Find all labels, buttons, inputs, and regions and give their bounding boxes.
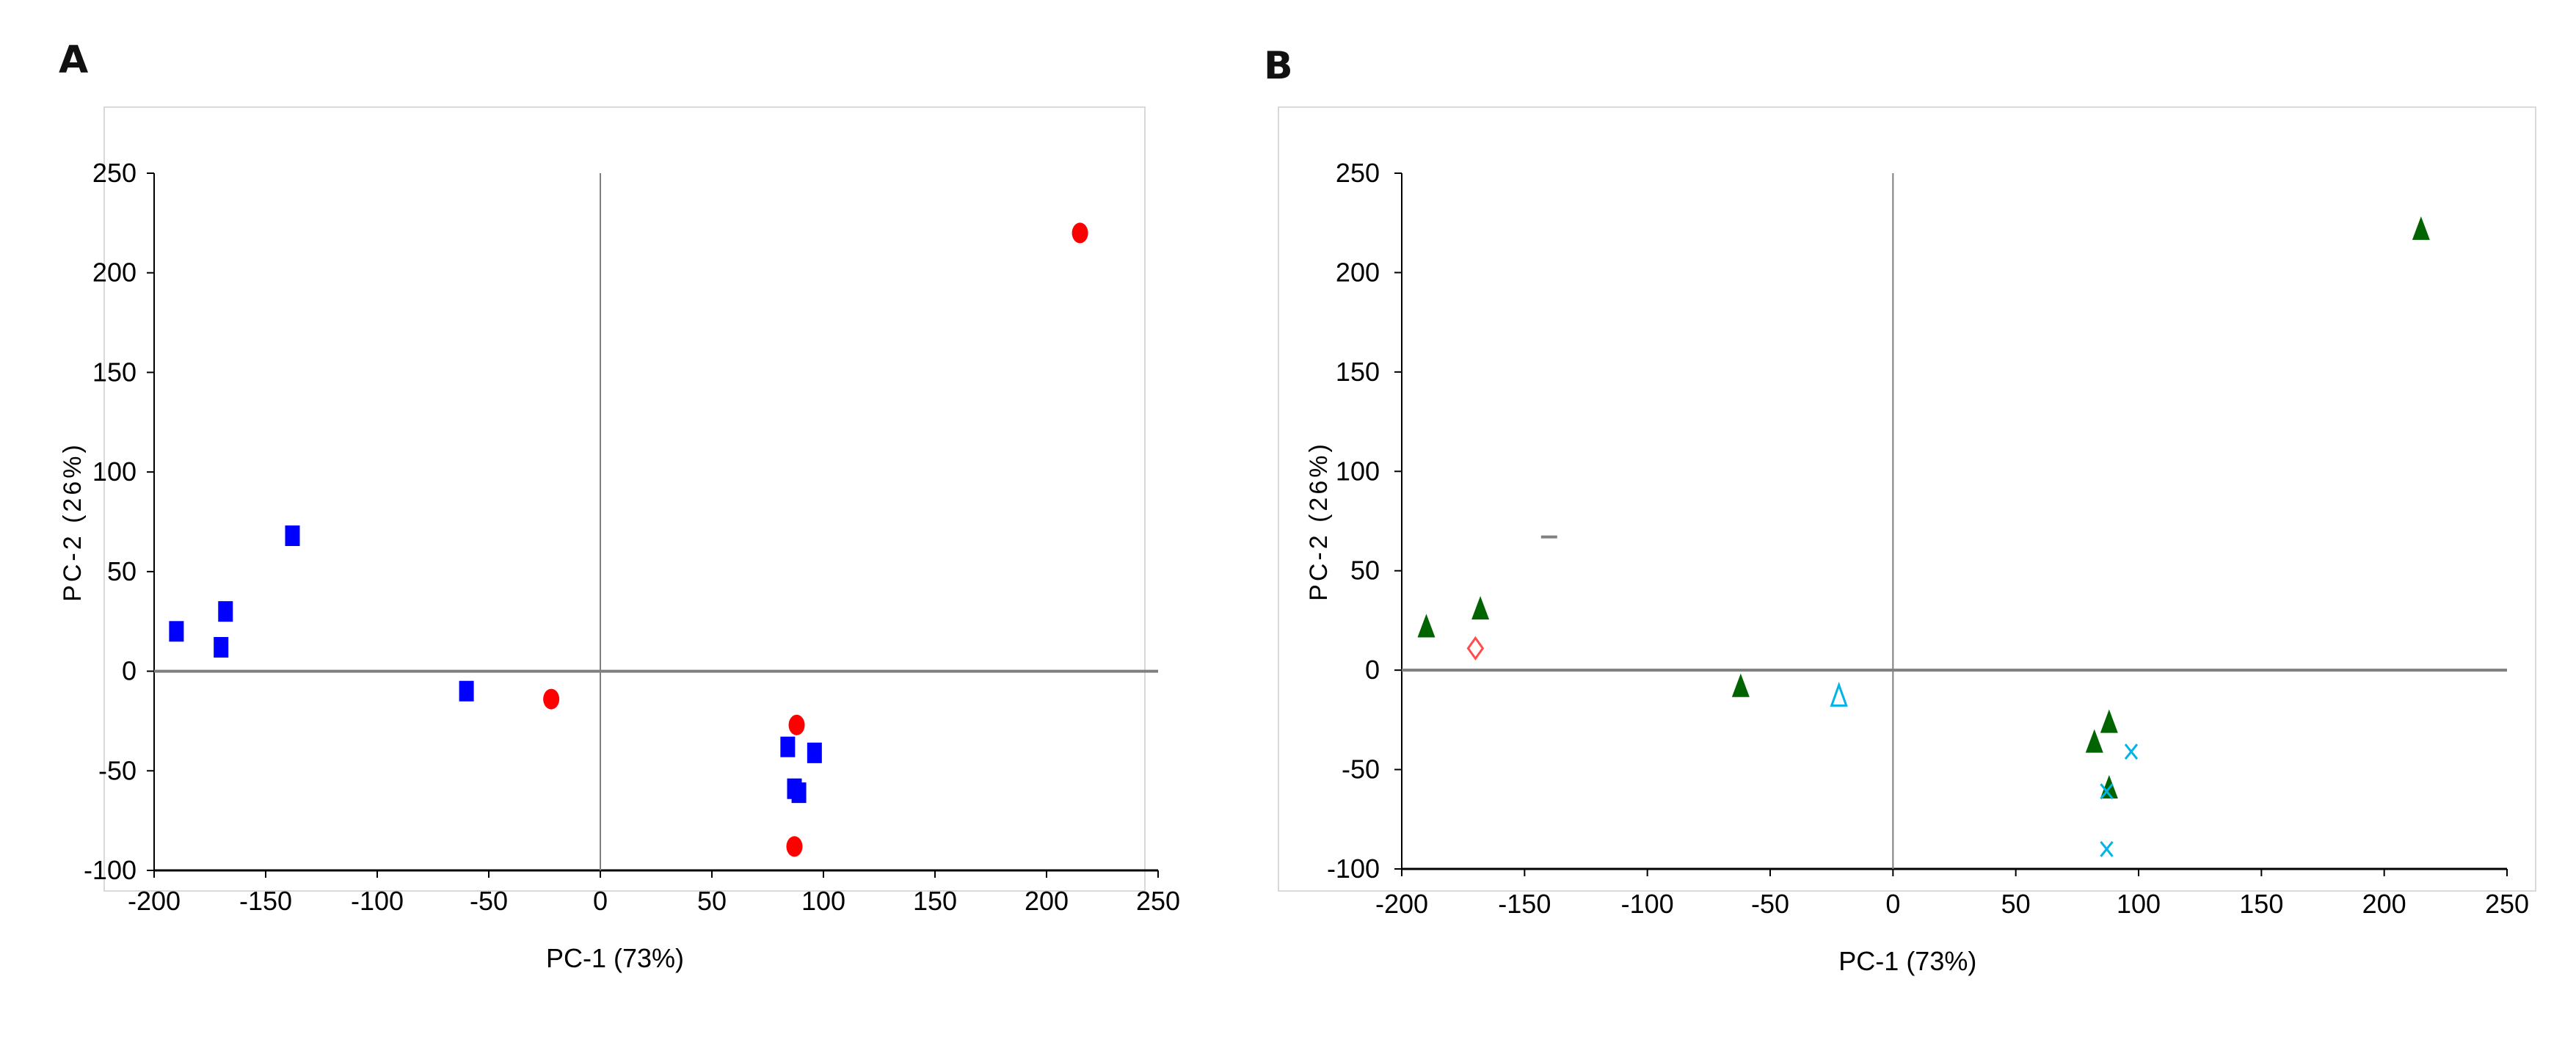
plot-frame (1278, 106, 2536, 892)
data-point-cross (2124, 743, 2139, 760)
x-tick-label: 200 (1025, 886, 1069, 916)
data-point-triangle (2412, 216, 2430, 240)
y-tick-label: 100 (92, 456, 137, 487)
chart-panel-a: -100 -50 0 50 100 150 200 250 -200 -150 -100 -50 0 50… (59, 106, 1180, 973)
data-point-triangle (1471, 596, 1490, 620)
data-point-cross (2100, 840, 2114, 857)
x-tick-label: -50 (470, 886, 508, 916)
chart-panel-b: -100 -50 0 50 100 150 200 250 -200 -150 -100 -50 0 50… (1278, 106, 2536, 976)
x-tick-label: 50 (697, 886, 727, 916)
x-tick-label: 100 (2117, 889, 2161, 919)
y-tick-label: 0 (122, 656, 137, 686)
x-tick-label: 150 (913, 886, 957, 916)
x-tick-label: 200 (2362, 889, 2406, 919)
panel-label-b: B (1264, 44, 1293, 88)
data-point-triangle (1417, 614, 1436, 638)
data-point-triangle (2100, 709, 2118, 733)
data-point-open-diamond (1466, 636, 1485, 661)
x-tick-label: 150 (2239, 889, 2283, 919)
x-tick-label: -150 (239, 886, 292, 916)
data-point-open-triangle (1830, 681, 1848, 707)
data-point-circle (1071, 222, 1088, 244)
y-tick-label: -50 (1342, 754, 1380, 785)
x-axis-label: PC-1 (73%) (1838, 946, 1976, 976)
y-tick-label: 100 (1336, 456, 1380, 486)
y-tick-label: -100 (84, 855, 137, 885)
x-tick-label: -100 (1621, 889, 1674, 919)
y-tick-label: 200 (1336, 257, 1380, 287)
y-tick-label: -50 (98, 755, 137, 785)
x-tick-label: -50 (1751, 889, 1789, 919)
data-point-square (285, 525, 300, 546)
data-point-circle (786, 836, 803, 857)
y-tick-label: 0 (1365, 655, 1380, 685)
data-point-square (214, 637, 229, 658)
x-tick-label: 0 (1885, 889, 1900, 919)
data-point-square (791, 782, 807, 804)
y-axis-label: PC-2 (26%) (59, 442, 87, 602)
y-tick-label: 250 (1336, 158, 1380, 188)
panel-label-a: A (59, 38, 89, 82)
y-tick-label: 150 (92, 357, 137, 387)
y-tick-label: 50 (1350, 556, 1380, 586)
y-tick-label: 50 (107, 556, 137, 586)
plot-frame (103, 106, 1146, 892)
x-tick-label: -150 (1498, 889, 1551, 919)
data-point-square (459, 680, 474, 702)
x-tick-label: -200 (128, 886, 181, 916)
data-point-square (780, 736, 796, 757)
y-tick-label: -100 (1327, 854, 1380, 884)
x-tick-label: -100 (351, 886, 404, 916)
data-point-triangle (2085, 729, 2103, 753)
x-tick-label: 250 (2485, 889, 2529, 919)
y-tick-label: 150 (1336, 357, 1380, 387)
data-point-square (807, 742, 822, 763)
data-point-circle (788, 714, 805, 735)
data-point-square (218, 601, 233, 622)
x-tick-label: 50 (2001, 889, 2031, 919)
y-axis-label: PC-2 (26%) (1305, 441, 1333, 601)
x-tick-label: 0 (593, 886, 608, 916)
x-axis-label: PC-1 (73%) (546, 943, 684, 973)
data-point-triangle (1731, 673, 1750, 697)
data-point-circle (543, 688, 560, 710)
data-point-square (169, 621, 184, 642)
x-tick-label: 100 (801, 886, 845, 916)
y-tick-label: 250 (92, 158, 137, 188)
x-tick-label: -200 (1375, 889, 1428, 919)
data-point-cross (2100, 783, 2114, 800)
x-tick-label: 250 (1136, 886, 1180, 916)
y-tick-label: 200 (92, 258, 137, 288)
